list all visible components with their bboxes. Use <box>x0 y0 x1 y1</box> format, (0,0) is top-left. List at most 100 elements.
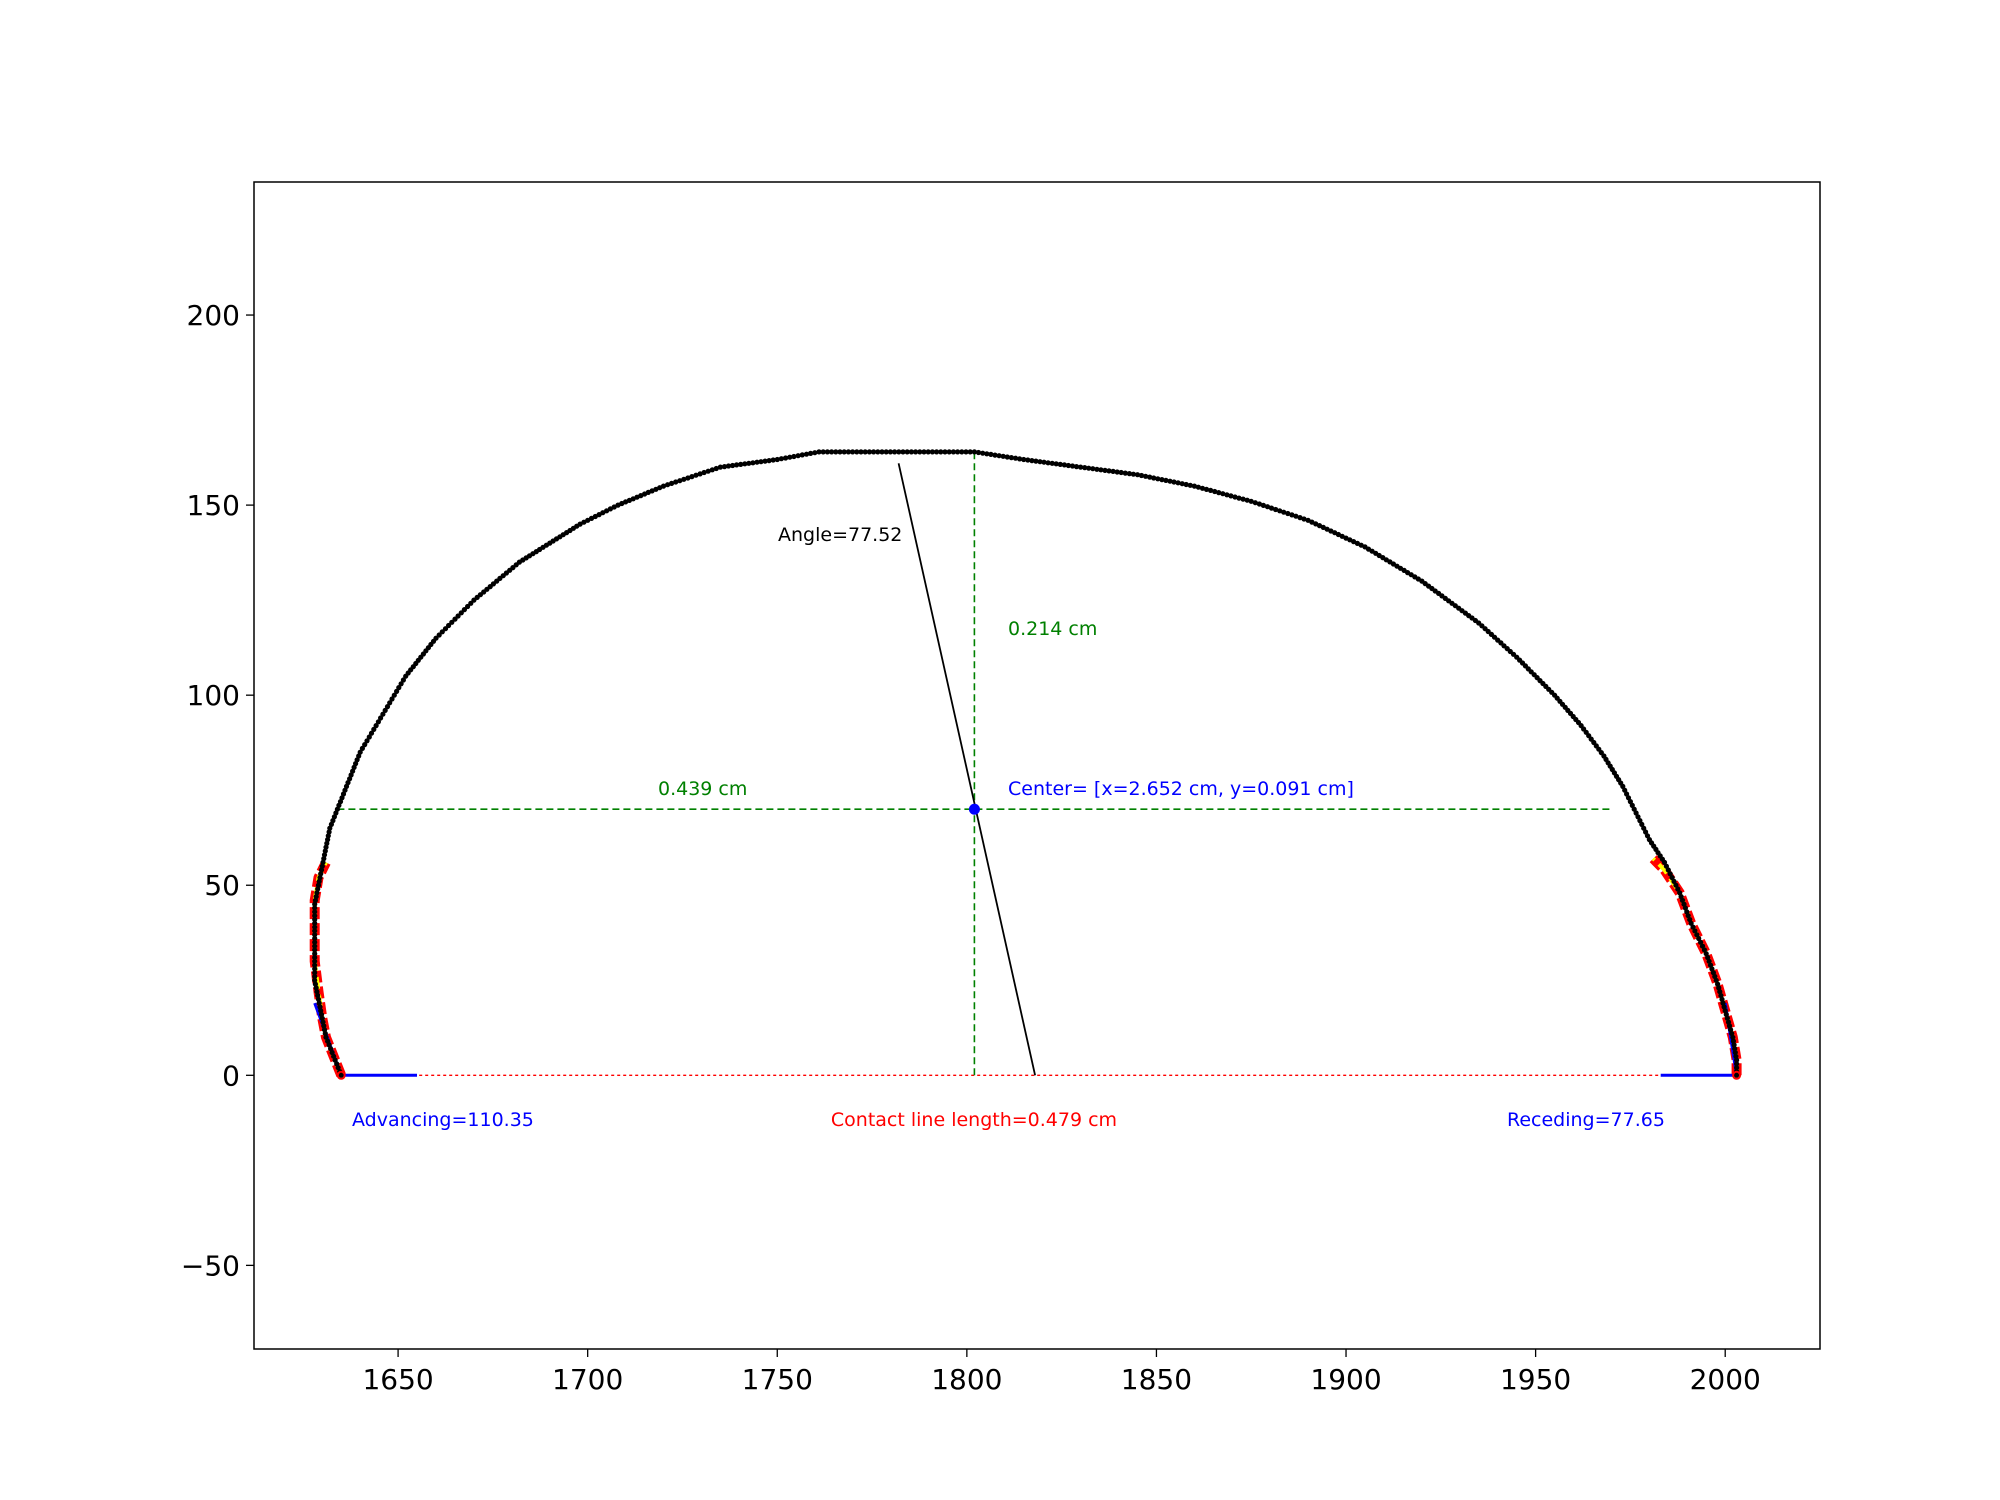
profile-point <box>1733 1072 1740 1078</box>
profile-point <box>449 619 455 625</box>
profile-point <box>384 704 391 710</box>
fit-region-right <box>1649 855 1742 1076</box>
profile-point <box>439 629 445 635</box>
profile-point <box>1134 472 1141 478</box>
profile-point <box>946 449 952 455</box>
profile-point <box>312 932 318 938</box>
profile-point <box>866 449 873 455</box>
profile-point <box>766 458 772 464</box>
receding-angle-label: Receding=77.65 <box>1507 1109 1665 1131</box>
profile-point <box>742 461 748 467</box>
x-tick-label: 2000 <box>1690 1363 1761 1396</box>
profile-point <box>1094 466 1100 472</box>
profile-point <box>465 603 471 610</box>
profile-point <box>799 452 805 458</box>
profile-point <box>436 632 442 638</box>
profile-point <box>734 462 740 468</box>
y-tick-label: 150 <box>187 489 240 522</box>
profile-point <box>366 734 372 740</box>
profile-point <box>468 600 474 606</box>
profile-point <box>1277 508 1283 514</box>
profile-point <box>1171 479 1177 485</box>
profile-point <box>1110 468 1116 474</box>
profile-point <box>984 451 990 457</box>
profile-point <box>458 610 464 616</box>
profile-point <box>312 977 318 983</box>
profile-point <box>1285 510 1291 517</box>
profile-point <box>1057 461 1063 467</box>
profile-point <box>1138 472 1145 479</box>
profile-point <box>1195 484 1201 490</box>
profile-point <box>1228 493 1234 499</box>
profile-point <box>900 449 906 455</box>
profile-point <box>660 483 667 489</box>
profile-point <box>391 692 397 698</box>
x-tick-label: 1950 <box>1500 1363 1571 1396</box>
profile-point <box>312 973 318 980</box>
profile-point <box>673 479 679 485</box>
profile-point <box>693 472 699 478</box>
profile-point <box>904 449 910 455</box>
profile-point <box>963 449 969 455</box>
tilt-line <box>897 463 1036 1076</box>
profile-point <box>1281 509 1287 515</box>
profile-point <box>364 738 370 744</box>
profile-point <box>721 464 728 470</box>
profile-point <box>1114 469 1120 475</box>
profile-point <box>858 449 864 455</box>
profile-point <box>1078 464 1084 470</box>
profile-point <box>1098 467 1104 473</box>
profile-point <box>705 468 711 474</box>
y-tick-label: 100 <box>187 679 240 712</box>
profile-point <box>959 449 965 455</box>
profile-point <box>1264 504 1271 510</box>
profile-point <box>701 469 707 476</box>
profile-point <box>394 688 400 695</box>
x-tick-label: 1750 <box>742 1363 813 1396</box>
profile-point <box>1073 464 1080 470</box>
profile-point <box>1102 467 1108 473</box>
profile-point <box>1126 471 1132 477</box>
profile-point <box>762 458 768 464</box>
profile-point <box>396 685 402 691</box>
profile-point <box>685 475 691 481</box>
profile-point <box>829 449 835 455</box>
profile-point <box>1053 461 1059 467</box>
profile-point <box>1069 463 1076 469</box>
profile-point <box>357 749 363 755</box>
profile-point <box>1212 488 1218 495</box>
contact-line-length-label: Contact line length=0.479 cm <box>831 1109 1117 1131</box>
contact-point-left <box>336 1070 346 1080</box>
profile-point <box>725 463 732 469</box>
profile-point <box>1163 477 1169 483</box>
profile-point <box>1208 487 1214 493</box>
profile-point <box>875 449 881 455</box>
profile-point <box>1297 515 1303 521</box>
profile-point <box>1049 460 1055 466</box>
profile-point <box>371 726 377 733</box>
profile-point <box>996 453 1002 459</box>
profile-point <box>1252 500 1258 506</box>
profile-point <box>1191 483 1197 489</box>
profile-point <box>312 924 318 930</box>
profile-point <box>1118 469 1124 476</box>
profile-point <box>850 449 856 455</box>
profile-point <box>1175 480 1181 486</box>
profile-point <box>1260 502 1266 508</box>
profile-point <box>312 916 318 923</box>
profile-point <box>382 707 388 714</box>
profile-point <box>1025 457 1031 463</box>
profile-point <box>389 696 395 702</box>
profile-point <box>312 962 318 968</box>
x-tick-label: 1850 <box>1121 1363 1192 1396</box>
profile-point <box>921 449 927 455</box>
profile-point <box>455 613 461 619</box>
angle-label: Angle=77.52 <box>778 524 902 546</box>
x-tick-label: 1650 <box>362 1363 433 1396</box>
profile-point <box>1061 462 1067 468</box>
profile-point <box>1734 1065 1740 1071</box>
profile-point <box>862 449 868 455</box>
profile-point <box>1293 513 1299 519</box>
profile-point <box>362 742 368 748</box>
profile-point <box>400 677 406 683</box>
